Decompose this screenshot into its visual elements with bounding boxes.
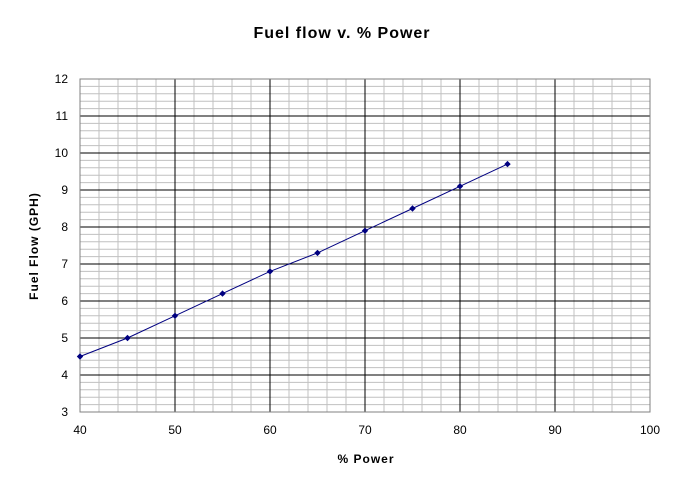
x-tick-label: 90 bbox=[548, 423, 562, 437]
y-tick-label: 6 bbox=[61, 294, 68, 308]
x-tick-label: 50 bbox=[168, 423, 182, 437]
x-axis-title: % Power bbox=[337, 452, 394, 466]
series-line bbox=[79, 163, 508, 357]
x-tick-label: 100 bbox=[640, 423, 660, 437]
x-tick-label: 70 bbox=[358, 423, 372, 437]
data-point bbox=[361, 227, 369, 234]
y-tick-labels: 3 4 5 6 7 8 9 10 11 12 bbox=[55, 72, 69, 419]
data-point bbox=[124, 334, 131, 342]
y-tick-label: 3 bbox=[61, 405, 68, 419]
data-point bbox=[266, 268, 274, 275]
x-tick-label: 80 bbox=[453, 423, 467, 437]
plot-frame bbox=[79, 78, 651, 413]
chart-title: Fuel flow v. % Power bbox=[253, 25, 430, 42]
y-tick-label: 10 bbox=[55, 146, 69, 160]
data-point bbox=[219, 290, 226, 297]
data-point bbox=[171, 312, 179, 319]
y-axis-title: Fuel Flow (GPH) bbox=[27, 192, 41, 300]
data-point bbox=[314, 249, 321, 257]
y-tick-label: 8 bbox=[61, 220, 68, 234]
y-tick-label: 7 bbox=[61, 257, 68, 271]
major-grid bbox=[79, 78, 651, 413]
y-tick-label: 9 bbox=[61, 183, 68, 197]
data-point bbox=[409, 205, 416, 212]
y-tick-label: 12 bbox=[55, 72, 69, 86]
x-tick-label: 60 bbox=[263, 423, 277, 437]
data-point bbox=[456, 183, 464, 190]
y-tick-label: 5 bbox=[61, 331, 68, 345]
x-tick-labels: 40 50 60 70 80 90 100 bbox=[73, 423, 660, 437]
data-point bbox=[76, 353, 84, 360]
y-tick-label: 11 bbox=[56, 109, 69, 123]
x-tick-label: 40 bbox=[73, 423, 87, 437]
y-tick-label: 4 bbox=[61, 368, 68, 382]
data-point bbox=[504, 160, 511, 168]
series-group bbox=[76, 160, 511, 360]
